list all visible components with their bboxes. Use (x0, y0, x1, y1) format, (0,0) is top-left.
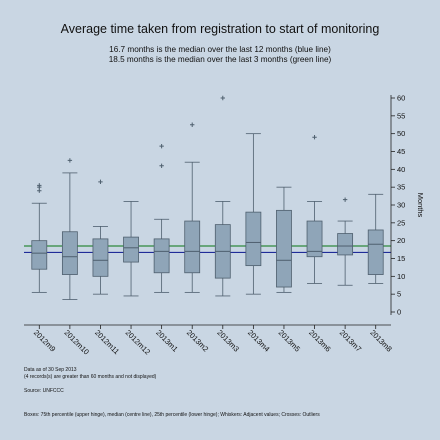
x-tick-label: 2013m5 (277, 328, 303, 354)
x-tick-label: 2012m9 (32, 328, 58, 354)
box-2013m6 (306, 135, 323, 284)
box-2013m1 (153, 143, 170, 293)
outlier-marker (159, 143, 164, 149)
x-tick-label: 2013m8 (368, 328, 394, 354)
box-body (31, 240, 48, 270)
y-tick-label: 55 (397, 111, 405, 120)
box-2013m2 (184, 122, 201, 293)
box-body (123, 236, 139, 263)
y-axis-title: Months (416, 193, 425, 218)
x-tick-label: 2013m1 (154, 328, 180, 354)
x-axis: 2012m9 2012m10 2012m11 2012m12 2013m1 2013m2 2… (24, 324, 394, 357)
x-tick-label: 2012m10 (62, 328, 90, 356)
box-body (92, 238, 109, 277)
chart-subtitle-3-month-median: 18.5 months is the median over the last … (108, 55, 332, 64)
y-tick-label: 5 (397, 290, 401, 299)
chart-title: Average time taken from registration to … (60, 22, 380, 36)
source-note: Source: UNFCCC (24, 388, 64, 394)
box-body (306, 220, 323, 258)
outlier-marker (98, 179, 103, 185)
outlier-marker (67, 158, 73, 163)
box-body (184, 220, 201, 274)
y-tick-label: 20 (397, 236, 405, 245)
box-2012m10 (61, 158, 78, 300)
box-body (276, 209, 292, 288)
y-tick-label: 0 (397, 308, 401, 317)
y-tick-label: 10 (397, 272, 405, 281)
y-tick-label: 30 (397, 201, 405, 210)
legend-note: Boxes: 75th percentile (upper hinge), me… (24, 412, 320, 418)
box-body (245, 211, 262, 267)
outlier-marker (190, 122, 195, 127)
x-tick-label: 2013m6 (307, 328, 333, 354)
chart-subtitle-12-month-median: 16.7 months is the median over the last … (109, 45, 331, 54)
data-date-note: Data as of 30 Sep 2013 (24, 367, 77, 373)
y-tick-label: 40 (397, 165, 405, 174)
reference-lines (24, 245, 391, 254)
x-tick-label: 2013m4 (246, 328, 272, 354)
box-2013m3 (214, 95, 231, 297)
box-2012m9 (31, 183, 48, 293)
x-tick-label: 2012m12 (124, 328, 152, 356)
box-series (31, 95, 384, 300)
box-body (367, 229, 384, 275)
y-tick-label: 15 (397, 254, 405, 263)
excluded-records-note: (4 records(s) are greater than 60 months… (24, 374, 157, 380)
y-axis: 0 5 10 15 20 25 30 35 40 45 50 55 60 Months (390, 94, 425, 317)
y-tick-label: 35 (397, 183, 405, 192)
y-tick-label: 25 (397, 218, 405, 227)
box-2012m12 (123, 201, 139, 297)
x-tick-label: 2012m11 (93, 328, 121, 356)
x-tick-label: 2013m3 (215, 328, 241, 354)
box-2013m7 (337, 197, 354, 286)
outlier-marker (220, 95, 225, 101)
box-2013m4 (245, 133, 262, 295)
y-tick-label: 60 (397, 94, 405, 103)
box-2013m5 (276, 186, 292, 293)
x-tick-label: 2013m2 (185, 328, 211, 354)
outlier-marker (159, 163, 164, 168)
y-tick-label: 45 (397, 147, 405, 156)
x-tick-label: 2013m7 (338, 328, 364, 354)
outlier-marker (37, 183, 42, 188)
box-body (337, 233, 354, 256)
outlier-marker (342, 197, 348, 202)
outlier-marker (312, 135, 317, 140)
box-body (61, 231, 78, 275)
y-tick-label: 50 (397, 129, 405, 138)
box-2013m8 (367, 193, 384, 284)
box-2012m11 (92, 179, 109, 295)
box-body (153, 238, 170, 274)
